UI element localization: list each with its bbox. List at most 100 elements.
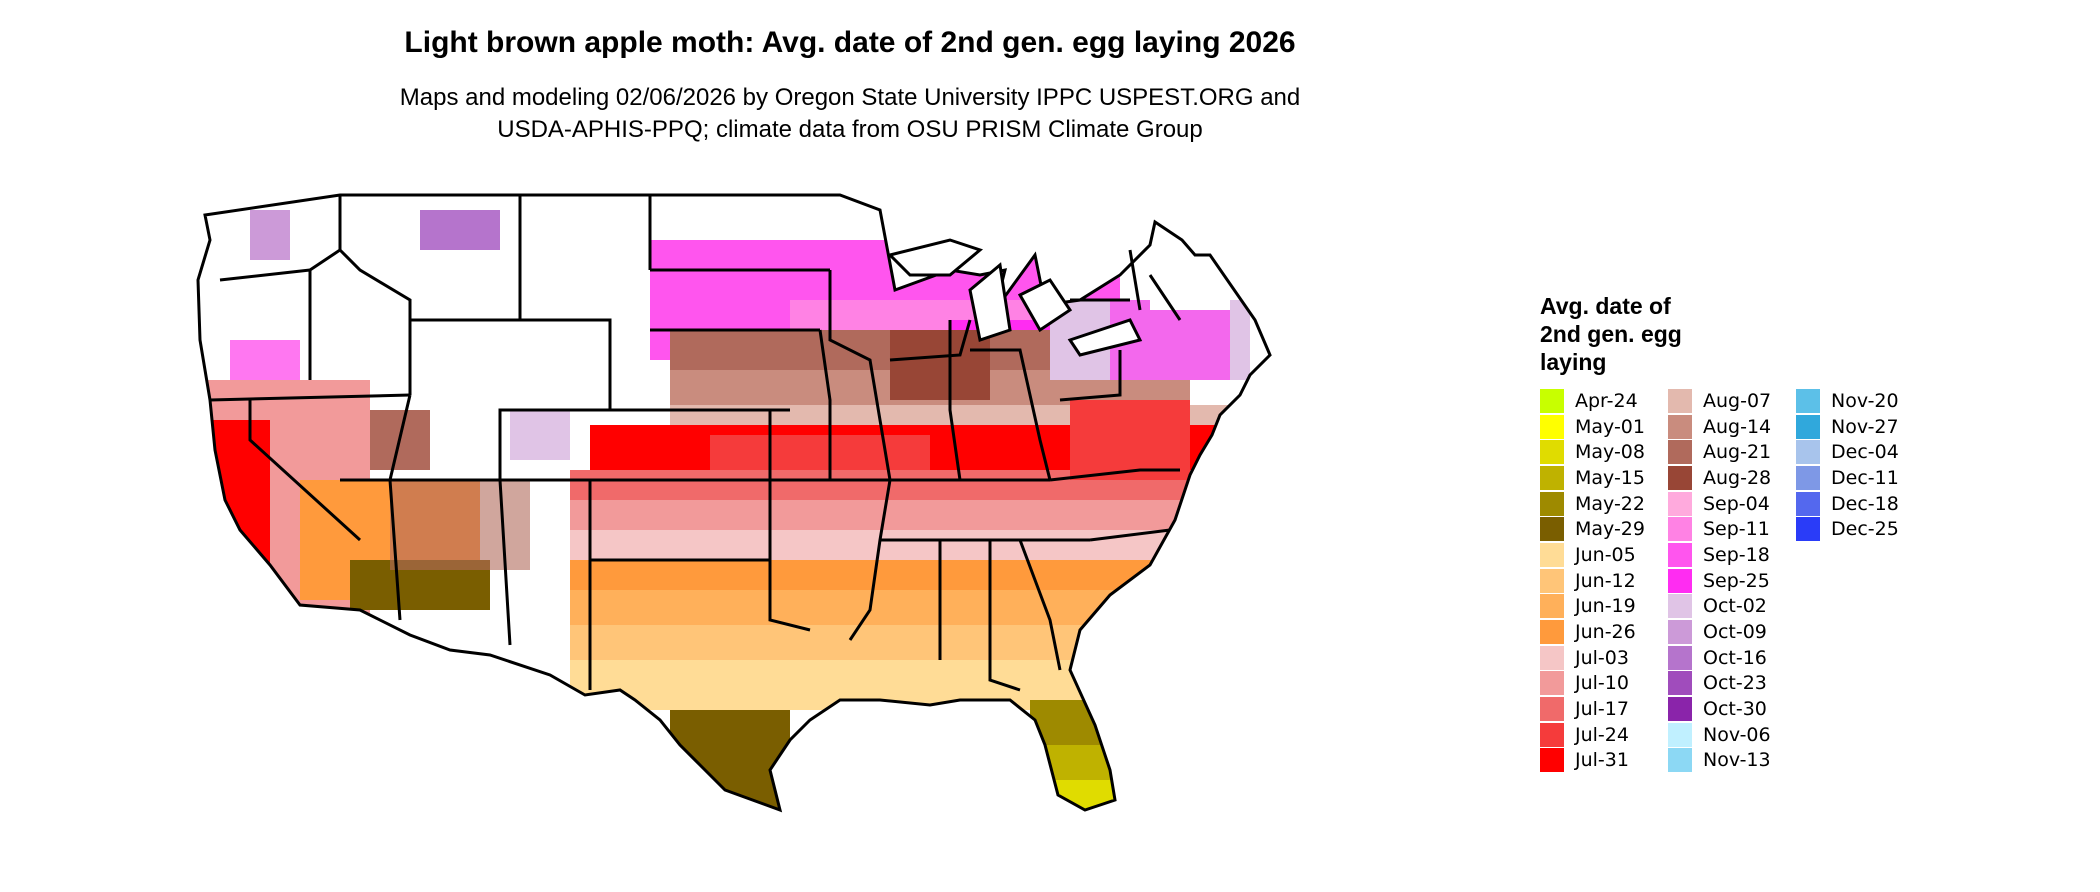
legend-item: Aug-28 <box>1668 465 1796 491</box>
legend-swatch <box>1796 388 1820 413</box>
legend-label: Jun-12 <box>1575 569 1636 592</box>
legend-item: Aug-07 <box>1668 388 1796 414</box>
legend-swatch <box>1540 465 1564 490</box>
legend-swatch <box>1540 594 1564 619</box>
legend-item: Dec-04 <box>1796 439 1924 465</box>
legend-item: Jun-12 <box>1540 568 1668 594</box>
legend-title-line: laying <box>1540 349 1607 375</box>
legend-swatch <box>1540 414 1564 439</box>
legend-swatch <box>1668 542 1692 567</box>
legend-label: Nov-13 <box>1703 749 1771 772</box>
legend-item: Jun-26 <box>1540 619 1668 645</box>
legend-swatch <box>1540 697 1564 722</box>
legend-label: May-29 <box>1575 518 1645 541</box>
legend-swatch <box>1668 465 1692 490</box>
legend-label: Dec-25 <box>1831 518 1899 541</box>
legend-label: Jul-31 <box>1575 749 1629 772</box>
legend-swatch <box>1668 517 1692 542</box>
legend-swatch <box>1668 568 1692 593</box>
legend-label: Sep-18 <box>1703 543 1770 566</box>
legend-label: Dec-04 <box>1831 441 1899 464</box>
legend-label: Dec-11 <box>1831 466 1899 489</box>
legend-column: Nov-20 Nov-27 Dec-04 Dec-11 Dec-18 Dec-25 <box>1796 388 1924 773</box>
legend-label: May-22 <box>1575 492 1645 515</box>
legend-title-line: Avg. date of <box>1540 293 1671 319</box>
legend-label: Aug-28 <box>1703 466 1772 489</box>
legend-columns: Apr-24 May-01 May-08 May-15 May-22 May-29 Jun-… <box>1540 388 1924 773</box>
legend-label: Jul-03 <box>1575 646 1629 669</box>
legend-label: May-15 <box>1575 466 1645 489</box>
legend-label: Jun-19 <box>1575 595 1636 618</box>
map-color-fill <box>198 195 1270 810</box>
legend-label: Sep-25 <box>1703 569 1770 592</box>
legend-item: Oct-30 <box>1668 696 1796 722</box>
legend-item: Sep-18 <box>1668 542 1796 568</box>
legend-swatch <box>1540 491 1564 516</box>
legend-label: Oct-02 <box>1703 595 1767 618</box>
legend-swatch <box>1540 620 1564 645</box>
legend-swatch <box>1668 748 1692 773</box>
legend-item: Dec-18 <box>1796 491 1924 517</box>
legend-swatch <box>1540 748 1564 773</box>
lakes <box>887 238 1143 357</box>
map-subtitle-line-2: USDA-APHIS-PPQ; climate data from OSU PR… <box>497 116 1203 143</box>
legend-title: Avg. date of 2nd gen. egg laying <box>1540 292 1740 376</box>
us-map <box>190 180 1520 860</box>
legend-swatch <box>1796 517 1820 542</box>
us-map-svg <box>196 193 1272 813</box>
legend-item: Oct-02 <box>1668 594 1796 620</box>
legend-swatch <box>1668 722 1692 747</box>
legend-swatch <box>1668 414 1692 439</box>
legend-item: Dec-11 <box>1796 465 1924 491</box>
legend-swatch <box>1540 671 1564 696</box>
legend-label: Oct-09 <box>1703 621 1767 644</box>
legend-label: Oct-16 <box>1703 646 1767 669</box>
legend-item: Jul-24 <box>1540 722 1668 748</box>
legend-item: May-08 <box>1540 439 1668 465</box>
legend-swatch <box>1668 388 1692 413</box>
legend-item: Jul-10 <box>1540 671 1668 697</box>
legend-item: May-15 <box>1540 465 1668 491</box>
legend-label: Sep-04 <box>1703 492 1770 515</box>
legend-item: Aug-21 <box>1668 439 1796 465</box>
legend-item: May-01 <box>1540 414 1668 440</box>
legend-item: Sep-04 <box>1668 491 1796 517</box>
legend-label: May-08 <box>1575 441 1645 464</box>
legend-item: Jul-03 <box>1540 645 1668 671</box>
legend-item: Nov-13 <box>1668 748 1796 774</box>
legend-swatch <box>1540 542 1564 567</box>
legend-swatch <box>1796 414 1820 439</box>
legend-item: May-22 <box>1540 491 1668 517</box>
legend-item: Nov-20 <box>1796 388 1924 414</box>
legend-item: Apr-24 <box>1540 388 1668 414</box>
legend-swatch <box>1668 620 1692 645</box>
legend-item: Nov-27 <box>1796 414 1924 440</box>
legend-item: Sep-11 <box>1668 516 1796 542</box>
legend-swatch <box>1668 594 1692 619</box>
legend-item: Jun-19 <box>1540 594 1668 620</box>
legend-label: Aug-07 <box>1703 389 1772 412</box>
legend-label: Jun-05 <box>1575 543 1636 566</box>
legend-swatch <box>1540 517 1564 542</box>
legend-label: Oct-30 <box>1703 698 1767 721</box>
legend-label: Oct-23 <box>1703 672 1767 695</box>
legend-label: Jul-17 <box>1575 698 1629 721</box>
legend-item: Oct-16 <box>1668 645 1796 671</box>
legend-swatch <box>1540 722 1564 747</box>
legend-swatch <box>1796 491 1820 516</box>
legend-swatch <box>1540 388 1564 413</box>
legend-item: May-29 <box>1540 516 1668 542</box>
legend-item: Jul-31 <box>1540 748 1668 774</box>
legend-label: Apr-24 <box>1575 389 1638 412</box>
legend-label: Sep-11 <box>1703 518 1770 541</box>
legend-item: Oct-23 <box>1668 671 1796 697</box>
legend-label: Nov-20 <box>1831 389 1899 412</box>
legend-label: May-01 <box>1575 415 1645 438</box>
legend-swatch <box>1796 465 1820 490</box>
legend-column: Aug-07 Aug-14 Aug-21 Aug-28 Sep-04 Sep-11 Sep-… <box>1668 388 1796 773</box>
map-legend: Avg. date of 2nd gen. egg laying Apr-24 M… <box>1540 292 1924 773</box>
legend-item: Jul-17 <box>1540 696 1668 722</box>
legend-item: Dec-25 <box>1796 516 1924 542</box>
legend-swatch <box>1540 440 1564 465</box>
legend-label: Nov-27 <box>1831 415 1899 438</box>
